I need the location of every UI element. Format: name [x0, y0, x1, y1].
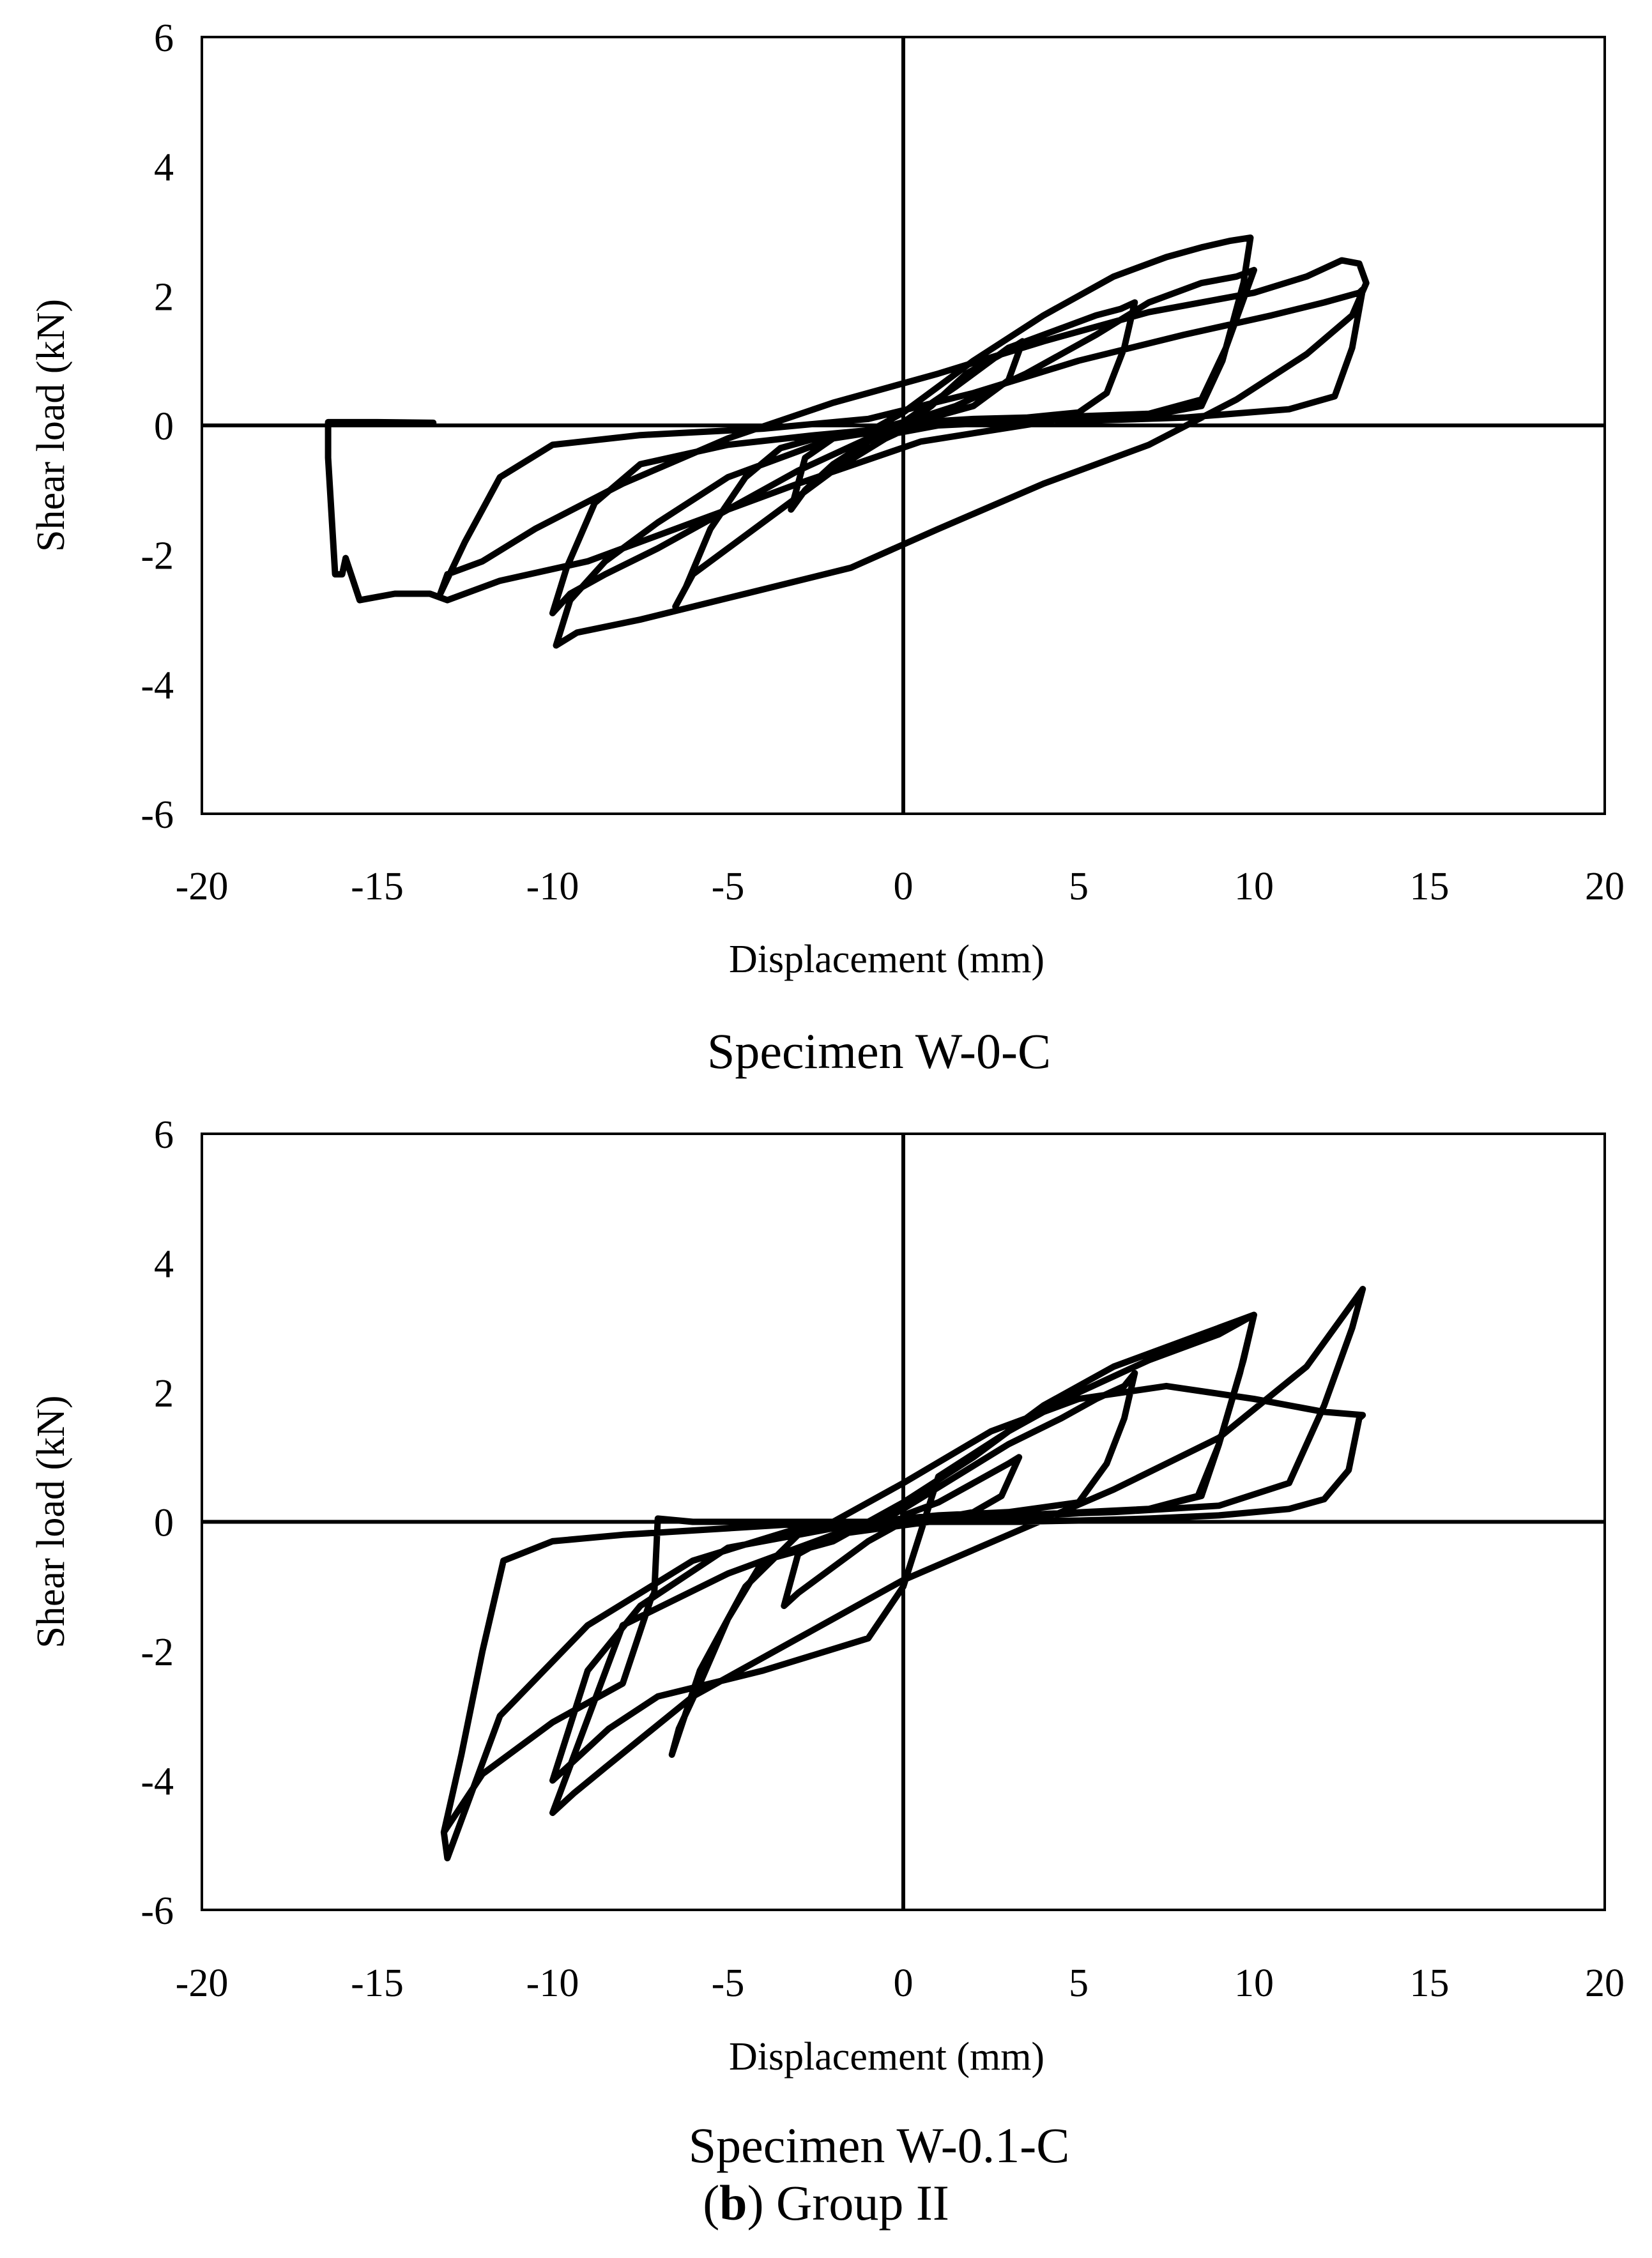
y-tick-label: 6 [154, 1113, 174, 1157]
x-tick-labels: -20 -15 -10 -5 0 5 10 15 20 [176, 865, 1625, 908]
y-tick-label: 4 [154, 1243, 174, 1286]
x-tick-label: 20 [1585, 1962, 1625, 2005]
x-tick-label: -5 [712, 865, 745, 908]
y-axis-title: Shear load (kN) [29, 1396, 73, 1649]
x-tick-label: -10 [526, 1962, 579, 2005]
y-tick-label: 6 [154, 17, 174, 60]
series-line [325, 234, 1370, 649]
x-tick-label: -15 [351, 1962, 404, 2005]
y-axis-title: Shear load (kN) [29, 299, 73, 552]
x-tick-label: 20 [1585, 865, 1625, 908]
y-tick-label: -4 [141, 664, 174, 707]
y-tick-label: 0 [154, 405, 174, 448]
y-tick-label: 2 [154, 1372, 174, 1415]
x-tick-label: 15 [1410, 865, 1449, 908]
caption-open-paren: ( [703, 2175, 719, 2231]
plot-frame [201, 1133, 1606, 1911]
y-tick-label: -6 [141, 1889, 174, 1933]
x-tick-label: -10 [526, 865, 579, 908]
x-tick-label: -5 [712, 1962, 745, 2005]
x-tick-label: 10 [1234, 865, 1274, 908]
y-tick-label: 4 [154, 146, 174, 190]
figure-caption: (b) Group II [703, 2175, 949, 2231]
caption-text: ) Group II [747, 2175, 949, 2231]
plot-frame [201, 36, 1606, 815]
series-line [440, 1286, 1366, 1861]
y-tick-labels: -6 -4 -2 0 2 4 6 [141, 1113, 174, 1933]
chart-title: Specimen W-0-C [707, 1023, 1051, 1079]
x-tick-label: 0 [894, 1962, 914, 2005]
y-tick-label: -2 [141, 535, 174, 578]
caption-label: b [719, 2175, 747, 2231]
chart-title: Specimen W-0.1-C [689, 2117, 1069, 2173]
x-axis-title: Displacement (mm) [729, 2035, 1044, 2079]
x-tick-label: 15 [1410, 1962, 1449, 2005]
y-tick-label: 0 [154, 1502, 174, 1545]
x-tick-label: -20 [176, 1962, 229, 2005]
x-axis-title: Displacement (mm) [729, 938, 1044, 981]
x-tick-label: -15 [351, 865, 404, 908]
x-tick-label: 5 [1069, 1962, 1089, 2005]
hysteresis-curves [325, 234, 1370, 649]
y-tick-label: -4 [141, 1760, 174, 1804]
y-tick-labels: -6 -4 -2 0 2 4 6 [141, 17, 174, 837]
y-tick-label: -6 [141, 793, 174, 837]
x-tick-labels: -20 -15 -10 -5 0 5 10 15 20 [176, 1962, 1625, 2005]
y-tick-label: -2 [141, 1631, 174, 1674]
y-tick-label: 2 [154, 275, 174, 319]
x-tick-label: 0 [894, 865, 914, 908]
x-tick-label: 10 [1234, 1962, 1274, 2005]
x-tick-label: -20 [176, 865, 229, 908]
x-tick-label: 5 [1069, 865, 1089, 908]
hysteresis-curves [440, 1286, 1366, 1861]
